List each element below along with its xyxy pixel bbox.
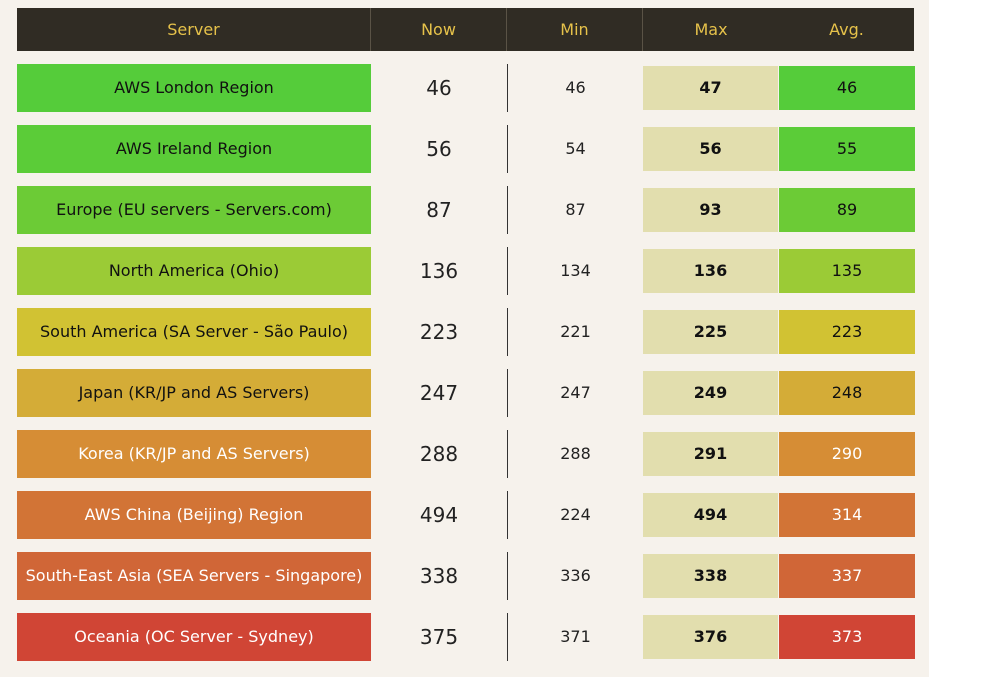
avg-cell: 46 [779, 66, 915, 110]
avg-cell: 373 [779, 615, 915, 659]
now-cell: 375 [419, 625, 459, 649]
max-cell: 136 [643, 249, 778, 293]
avg-cell: 290 [779, 432, 915, 476]
max-cell: 56 [643, 127, 778, 171]
avg-cell: 248 [779, 371, 915, 415]
max-cell: 47 [643, 66, 778, 110]
now-cell: 247 [419, 381, 459, 405]
header-avg: Avg. [829, 20, 864, 39]
table-header: Server Now Min Max Avg. [17, 8, 914, 51]
header-now: Now [421, 20, 456, 39]
table-row: Europe (EU servers - Servers.com) 87 87 … [0, 186, 929, 234]
now-cell: 46 [426, 76, 452, 100]
avg-cell: 314 [779, 493, 915, 537]
ping-table-panel: Server Now Min Max Avg. AWS London Regio… [0, 0, 929, 677]
max-cell: 225 [643, 310, 778, 354]
now-cell: 338 [419, 564, 459, 588]
avg-cell: 135 [779, 249, 915, 293]
avg-cell: 337 [779, 554, 915, 598]
server-name-cell: AWS Ireland Region [17, 125, 371, 173]
max-cell: 291 [643, 432, 778, 476]
max-cell: 93 [643, 188, 778, 232]
now-cell: 288 [419, 442, 459, 466]
column-divider [507, 369, 508, 417]
table-row: South-East Asia (SEA Servers - Singapore… [0, 552, 929, 600]
min-cell: 247 [560, 383, 591, 402]
column-divider [507, 308, 508, 356]
server-name-cell: South-East Asia (SEA Servers - Singapore… [17, 552, 371, 600]
avg-cell: 223 [779, 310, 915, 354]
avg-cell: 55 [779, 127, 915, 171]
header-divider [506, 8, 507, 51]
header-divider [642, 8, 643, 51]
table-row: Japan (KR/JP and AS Servers) 247 247 249… [0, 369, 929, 417]
header-max: Max [694, 20, 728, 39]
min-cell: 371 [560, 627, 591, 646]
column-divider [507, 491, 508, 539]
now-cell: 87 [426, 198, 452, 222]
table-row: Korea (KR/JP and AS Servers) 288 288 291… [0, 430, 929, 478]
min-cell: 224 [560, 505, 591, 524]
column-divider [507, 125, 508, 173]
server-name-cell: Oceania (OC Server - Sydney) [17, 613, 371, 661]
min-cell: 221 [560, 322, 591, 341]
column-divider [507, 186, 508, 234]
server-name-cell: Japan (KR/JP and AS Servers) [17, 369, 371, 417]
column-divider [507, 247, 508, 295]
column-divider [507, 613, 508, 661]
server-name-cell: South America (SA Server - São Paulo) [17, 308, 371, 356]
server-name-cell: AWS China (Beijing) Region [17, 491, 371, 539]
max-cell: 494 [643, 493, 778, 537]
max-cell: 338 [643, 554, 778, 598]
now-cell: 136 [419, 259, 459, 283]
avg-cell: 89 [779, 188, 915, 232]
column-divider [507, 64, 508, 112]
min-cell: 134 [560, 261, 591, 280]
min-cell: 54 [565, 139, 586, 158]
column-divider [507, 430, 508, 478]
min-cell: 46 [565, 78, 586, 97]
table-row: South America (SA Server - São Paulo) 22… [0, 308, 929, 356]
table-row: AWS Ireland Region 56 54 56 55 [0, 125, 929, 173]
now-cell: 56 [426, 137, 452, 161]
server-name-cell: Korea (KR/JP and AS Servers) [17, 430, 371, 478]
server-name-cell: North America (Ohio) [17, 247, 371, 295]
table-row: North America (Ohio) 136 134 136 135 [0, 247, 929, 295]
column-divider [507, 552, 508, 600]
header-min: Min [560, 20, 589, 39]
header-server: Server [167, 20, 220, 39]
min-cell: 336 [560, 566, 591, 585]
now-cell: 223 [419, 320, 459, 344]
table-row: AWS China (Beijing) Region 494 224 494 3… [0, 491, 929, 539]
max-cell: 249 [643, 371, 778, 415]
min-cell: 288 [560, 444, 591, 463]
server-name-cell: AWS London Region [17, 64, 371, 112]
max-cell: 376 [643, 615, 778, 659]
table-row: Oceania (OC Server - Sydney) 375 371 376… [0, 613, 929, 661]
header-divider [370, 8, 371, 51]
server-name-cell: Europe (EU servers - Servers.com) [17, 186, 371, 234]
table-row: AWS London Region 46 46 47 46 [0, 64, 929, 112]
now-cell: 494 [419, 503, 459, 527]
min-cell: 87 [565, 200, 586, 219]
